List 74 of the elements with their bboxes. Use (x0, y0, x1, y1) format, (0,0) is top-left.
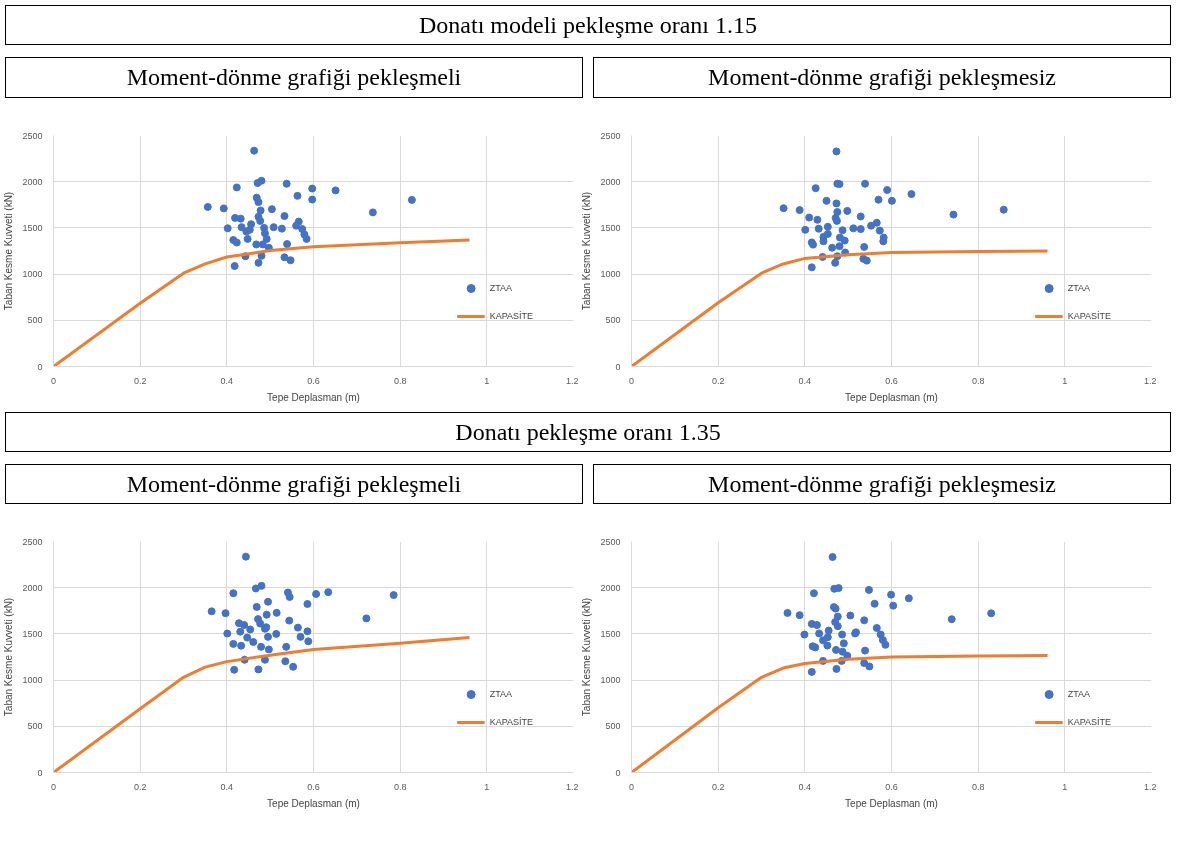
x-tick-label: 0.4 (798, 781, 812, 792)
x-axis-title: Tepe Deplasman (m) (845, 391, 938, 403)
legend-label: ZTAA (489, 689, 512, 700)
x-tick-label: 1 (1062, 781, 1068, 792)
legend-label: KAPASİTE (1067, 717, 1111, 728)
y-tick-label: 2000 (22, 176, 43, 187)
y-tick-label: 2000 (22, 582, 43, 593)
y-tick-label: 500 (605, 721, 621, 732)
y-tick-label: 2500 (22, 130, 43, 141)
y-axis-title: Taban Kesme Kuvveti (kN) (3, 191, 15, 310)
legend-label: KAPASİTE (489, 310, 533, 321)
y-tick-label: 1500 (22, 222, 43, 233)
x-axis-title: Tepe Deplasman (m) (267, 797, 360, 809)
legend-label: KAPASİTE (1067, 310, 1111, 321)
x-axis-title: Tepe Deplasman (m) (845, 797, 938, 809)
y-tick-label: 2500 (600, 130, 621, 141)
x-tick-label: 1.2 (565, 781, 579, 792)
chart-title: Moment-dönme grafiği pekleşmeli (126, 63, 462, 93)
y-tick-label: 0 (37, 767, 43, 778)
chart-title: Moment-dönme grafiği pekleşmesiz (708, 63, 1056, 93)
x-tick-label: 0.4 (220, 781, 234, 792)
y-tick-label: 1000 (600, 268, 621, 279)
x-tick-label: 0.2 (133, 375, 147, 386)
chart-title: Moment-dönme grafiği pekleşmeli (126, 469, 462, 499)
y-tick-label: 0 (37, 361, 43, 372)
y-axis-title: Taban Kesme Kuvveti (kN) (581, 597, 593, 717)
x-tick-label: 1.2 (1143, 781, 1157, 792)
x-tick-label: 0.6 (885, 375, 898, 386)
x-tick-label: 1.2 (565, 375, 579, 386)
x-tick-label: 0.2 (133, 781, 147, 792)
y-tick-label: 500 (27, 721, 43, 732)
legend-label: ZTAA (489, 282, 512, 293)
x-tick-label: 0.8 (971, 781, 985, 792)
y-tick-label: 2000 (600, 582, 621, 593)
x-tick-label: 0.2 (711, 781, 725, 792)
x-tick-label: 0.8 (393, 375, 407, 386)
x-tick-label: 0.4 (798, 375, 812, 386)
x-tick-label: 0.8 (393, 781, 407, 792)
x-tick-label: 1 (1062, 375, 1068, 386)
text: Donatı modeli pekleşme oranı 1.15 (419, 11, 757, 40)
x-axis-title: Tepe Deplasman (m) (267, 391, 360, 403)
y-tick-label: 1000 (22, 675, 43, 686)
x-tick-label: 0.8 (971, 375, 985, 386)
y-tick-label: 1500 (600, 222, 621, 233)
x-tick-label: 1 (484, 375, 490, 386)
x-tick-label: 0.2 (711, 375, 725, 386)
x-tick-label: 0 (629, 781, 635, 792)
x-tick-label: 0 (51, 781, 57, 792)
x-tick-label: 0 (629, 375, 635, 386)
y-tick-label: 1000 (22, 268, 43, 279)
y-tick-label: 2500 (600, 536, 621, 547)
x-tick-label: 0 (51, 375, 57, 386)
chart-title: Moment-dönme grafiği pekleşmesiz (708, 469, 1056, 499)
legend-label: ZTAA (1067, 689, 1090, 700)
text: Donatı pekleşme oranı 1.35 (455, 417, 721, 447)
x-tick-label: 1.2 (1143, 375, 1157, 386)
y-tick-label: 2000 (600, 176, 621, 187)
legend-label: ZTAA (1067, 282, 1090, 293)
y-axis-title: Taban Kesme Kuvveti (kN) (3, 597, 15, 717)
x-tick-label: 0.4 (220, 375, 234, 386)
y-tick-label: 1500 (22, 629, 43, 640)
y-tick-label: 500 (27, 314, 43, 325)
x-tick-label: 0.6 (307, 375, 320, 386)
x-tick-label: 1 (484, 781, 490, 792)
y-axis-title: Taban Kesme Kuvveti (kN) (581, 191, 593, 310)
y-tick-label: 1000 (600, 675, 621, 686)
y-tick-label: 0 (615, 361, 621, 372)
y-tick-label: 0 (615, 767, 621, 778)
legend-label: KAPASİTE (489, 717, 533, 728)
x-tick-label: 0.6 (307, 781, 320, 792)
y-tick-label: 500 (605, 314, 621, 325)
y-tick-label: 2500 (22, 536, 43, 547)
x-tick-label: 0.6 (885, 781, 898, 792)
y-tick-label: 1500 (600, 629, 621, 640)
